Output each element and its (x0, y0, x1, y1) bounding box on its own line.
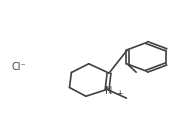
Text: N: N (105, 86, 113, 96)
Text: +: + (116, 89, 122, 98)
Text: Cl⁻: Cl⁻ (12, 62, 27, 72)
